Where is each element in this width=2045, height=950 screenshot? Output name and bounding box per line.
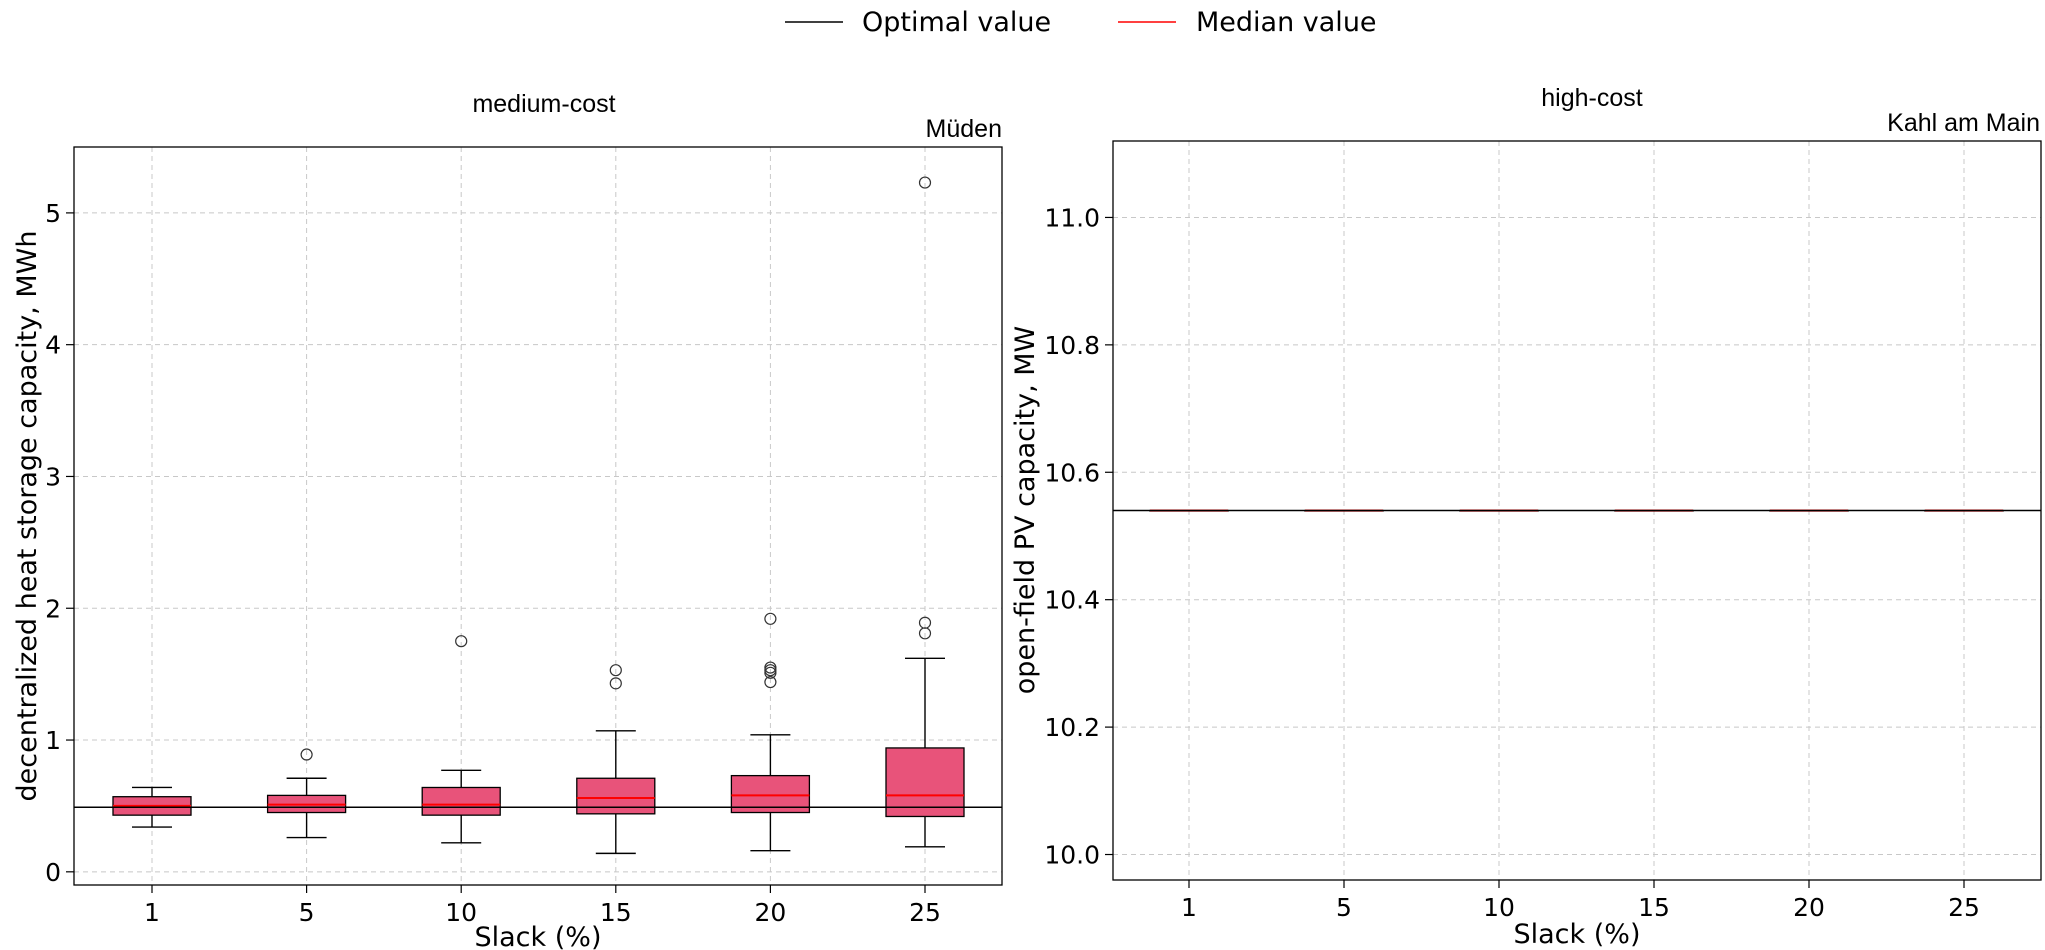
y-tick-label: 0 xyxy=(45,858,61,887)
axes-frame xyxy=(73,146,1003,886)
box-plot-15 xyxy=(576,664,656,855)
box-plot-5 xyxy=(266,748,347,839)
chart-title: medium-cost xyxy=(472,90,615,118)
iqr-box xyxy=(730,774,811,814)
y-tick-label: 11.0 xyxy=(1044,203,1100,232)
x-axis: 1 5 10 15 20 25 xyxy=(1181,880,1980,922)
legend-label-optimal: Optimal value xyxy=(862,7,1051,38)
box-plot-20 xyxy=(730,612,811,852)
x-axis-label: Slack (%) xyxy=(1514,919,1641,950)
outlier-point xyxy=(609,677,622,690)
y-tick-label: 10.0 xyxy=(1044,841,1100,870)
x-tick-label: 15 xyxy=(600,898,632,927)
y-tick-label: 10.4 xyxy=(1044,586,1100,615)
axes-frame xyxy=(1112,140,2042,881)
legend: Optimal value Median value xyxy=(785,7,1377,38)
box-plot-25 xyxy=(885,176,965,848)
x-tick-label: 20 xyxy=(754,898,786,927)
y-tick-label: 10.6 xyxy=(1044,458,1100,487)
outlier-point xyxy=(455,635,468,648)
legend-label-median: Median value xyxy=(1196,7,1377,38)
y-tick-label: 10.2 xyxy=(1044,713,1100,742)
y-axis: 0 1 2 3 4 5 xyxy=(45,199,74,887)
x-axis-label: Slack (%) xyxy=(475,922,602,950)
x-axis: 1 5 10 15 20 25 xyxy=(144,885,941,927)
grid xyxy=(74,147,1002,885)
outlier-point xyxy=(300,748,313,761)
chart-panel-high-cost: high-cost Kahl am Main 10.010.210.410.61… xyxy=(1010,84,2042,950)
location-label: Kahl am Main xyxy=(1887,109,2040,137)
plot-area xyxy=(74,176,1002,855)
iqr-box xyxy=(885,747,965,818)
outlier-point xyxy=(918,616,932,629)
y-tick-label: 4 xyxy=(45,331,61,360)
x-tick-label: 20 xyxy=(1793,893,1825,922)
x-tick-label: 5 xyxy=(299,898,315,927)
plot-area xyxy=(1113,509,2041,512)
outlier-point xyxy=(764,661,777,674)
outlier-point xyxy=(918,176,932,189)
x-tick-label: 1 xyxy=(144,898,160,927)
legend-item-median: Median value xyxy=(1118,7,1377,38)
chart-title: high-cost xyxy=(1541,84,1642,112)
y-axis-label: open-field PV capacity, MW xyxy=(1010,326,1041,694)
outlier-point xyxy=(609,664,622,677)
legend-item-optimal: Optimal value xyxy=(785,7,1051,38)
y-tick-label: 1 xyxy=(45,726,61,755)
iqr-box xyxy=(421,786,501,816)
x-tick-label: 25 xyxy=(1948,893,1980,922)
y-tick-label: 2 xyxy=(45,594,61,623)
y-tick-label: 5 xyxy=(45,199,61,228)
y-tick-label: 10.8 xyxy=(1044,331,1100,360)
location-label: Müden xyxy=(926,115,1002,143)
x-tick-label: 1 xyxy=(1181,893,1197,922)
outlier-point xyxy=(764,612,777,625)
y-axis: 10.0 10.2 10.4 10.6 10.8 11.0 xyxy=(1044,203,1113,870)
x-tick-label: 15 xyxy=(1638,893,1670,922)
x-tick-label: 10 xyxy=(1483,893,1515,922)
y-tick-label: 3 xyxy=(45,462,61,491)
y-axis-label: decentralized heat storage capacity, MWh xyxy=(12,231,43,802)
x-tick-label: 10 xyxy=(445,898,477,927)
x-tick-label: 5 xyxy=(1336,893,1352,922)
box-plot-10 xyxy=(421,635,501,844)
x-tick-label: 25 xyxy=(909,898,941,927)
outlier-point xyxy=(764,675,777,689)
iqr-box xyxy=(576,777,656,815)
box-plot-1 xyxy=(112,786,192,828)
